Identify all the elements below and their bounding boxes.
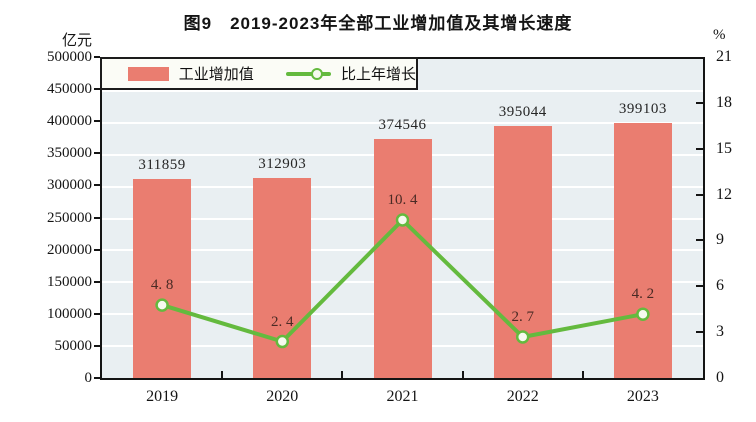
line-value-label: 4. 2 [631,286,655,303]
gridline [102,89,703,92]
left-axis-tick [94,377,100,379]
chart-plot-area: 311859 312903 374546 395044 399103 4. 8 2. 4 10… [100,57,705,380]
left-axis-tick [94,344,100,347]
bar-value-label: 395044 [498,103,547,120]
legend-bar-label: 工业增加值 [178,67,254,83]
x-axis-tick [341,371,344,378]
chart-legend: 工业增加值 比上年增长 [100,57,418,90]
left-axis-tick [94,120,100,123]
left-axis-tick-label: 450000 [47,81,92,98]
left-axis-tick-label: 250000 [47,209,92,226]
right-axis-tick-label: 3 [716,323,724,341]
chart-title: 图9 2019-2023年全部工业增加值及其增长速度 [183,14,573,33]
right-axis-tick [696,331,703,334]
left-axis-tick [94,216,100,219]
left-axis-tick-label: 150000 [47,273,92,290]
legend-bar-swatch [128,66,169,81]
left-axis-tick [94,152,100,155]
x-axis-tick [461,371,464,378]
bar-value-label: 312903 [258,156,307,173]
bar-value-label: 399103 [618,101,667,118]
bar-value-label: 374546 [378,117,427,134]
right-axis-tick [696,101,703,104]
bar-2021 [373,139,432,378]
left-axis-tick-label: 500000 [47,49,92,65]
left-axis-tick-label: 0 [84,370,93,386]
line-value-label: 4. 8 [150,277,174,294]
x-axis-label-2020: 2020 [266,388,299,405]
left-axis-tick-label: 400000 [47,113,92,130]
right-axis-tick [696,147,703,150]
right-axis-tick-label: 9 [716,231,724,249]
x-axis-tick [221,371,224,378]
right-axis-tick-label: 15 [716,139,732,157]
x-axis-label-2022: 2022 [506,388,539,405]
right-axis-tick [696,239,703,242]
bar-2022 [493,125,552,378]
right-axis-tick-label: 6 [716,277,724,295]
left-axis-tick [94,56,100,58]
x-axis-label-2021: 2021 [386,388,419,405]
x-axis-label-2019: 2019 [146,388,179,405]
x-axis-label-2023: 2023 [626,388,659,405]
left-axis-tick [94,312,100,315]
left-axis-tick-label: 300000 [47,177,92,194]
left-axis-tick [94,184,100,187]
legend-line-label: 比上年增长 [340,67,416,83]
right-axis-unit-label: % [713,27,726,43]
line-value-label: 2. 4 [271,313,294,330]
right-axis-tick [696,285,703,288]
right-axis-tick [696,193,703,196]
bar-2023 [613,123,672,378]
left-axis-tick [94,88,100,91]
legend-line-marker [310,67,323,80]
left-axis-tick-label: 350000 [47,145,92,162]
line-value-label: 10. 4 [387,192,418,209]
right-axis-tick-label: 12 [716,185,732,203]
left-axis-tick-label: 100000 [47,305,92,322]
x-axis-tick [581,371,584,378]
gridline [102,121,703,124]
left-axis-tick [94,248,100,251]
bar-2020 [253,178,312,378]
right-axis-tick-label: 21 [716,48,732,65]
right-axis-tick-label: 0 [716,369,724,386]
left-axis-tick-label: 50000 [54,337,93,354]
left-axis-unit-label: 亿元 [61,33,92,49]
line-value-label: 2. 7 [511,309,534,325]
left-axis-tick-label: 200000 [47,241,92,258]
bar-value-label: 311859 [138,157,186,174]
right-axis-tick-label: 18 [716,93,732,111]
left-axis-tick [94,280,100,283]
legend-line-swatch [285,67,331,81]
